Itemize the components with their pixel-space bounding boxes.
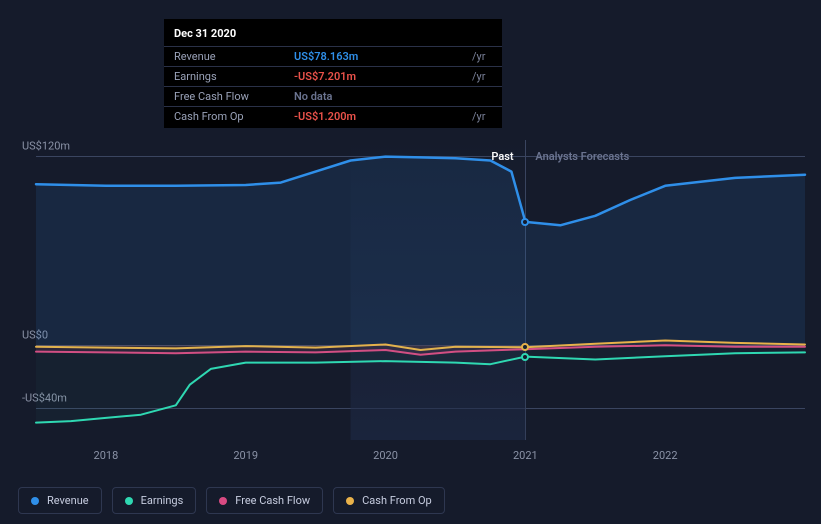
legend-label: Cash From Op xyxy=(362,494,432,507)
legend-item-revenue[interactable]: Revenue xyxy=(18,487,102,514)
legend-dot-icon xyxy=(31,497,39,505)
tooltip-row-value: US$78.163m xyxy=(284,47,462,67)
tooltip-row-value: No data xyxy=(284,87,462,107)
tooltip-row-value: -US$7.201m xyxy=(284,67,462,87)
legend-label: Revenue xyxy=(47,494,89,507)
tooltip-rows: Revenue US$78.163m /yr Earnings -US$7.20… xyxy=(164,46,502,126)
legend-dot-icon xyxy=(346,497,354,505)
legend-item-earnings[interactable]: Earnings xyxy=(112,487,197,514)
tooltip-row-suffix: /yr xyxy=(462,47,502,67)
plot-region[interactable]: US$120mUS$0-US$40m20182019202020212022Pa… xyxy=(36,140,805,440)
legend-item-cfo[interactable]: Cash From Op xyxy=(333,487,445,514)
x-axis-label: 2018 xyxy=(94,449,119,462)
tooltip-row-label: Revenue xyxy=(164,47,284,67)
series-earnings xyxy=(36,140,805,440)
financial-chart[interactable]: US$120mUS$0-US$40m20182019202020212022Pa… xyxy=(16,120,805,460)
x-axis-label: 2019 xyxy=(233,449,258,462)
tooltip-date: Dec 31 2020 xyxy=(164,25,502,46)
chart-legend: Revenue Earnings Free Cash Flow Cash Fro… xyxy=(18,487,445,514)
tooltip-row-suffix xyxy=(462,87,502,107)
x-axis-label: 2022 xyxy=(653,449,678,462)
legend-label: Earnings xyxy=(141,494,184,507)
legend-label: Free Cash Flow xyxy=(235,494,310,507)
hover-tooltip: Dec 31 2020 Revenue US$78.163m /yr Earni… xyxy=(164,19,502,128)
legend-dot-icon xyxy=(125,497,133,505)
tooltip-row-suffix: /yr xyxy=(462,67,502,87)
x-axis-label: 2020 xyxy=(373,449,398,462)
legend-dot-icon xyxy=(219,497,227,505)
tooltip-row-label: Free Cash Flow xyxy=(164,87,284,107)
marker-earnings xyxy=(521,353,529,361)
tooltip-row-label: Earnings xyxy=(164,67,284,87)
x-axis-label: 2021 xyxy=(513,449,538,462)
legend-item-fcf[interactable]: Free Cash Flow xyxy=(206,487,323,514)
